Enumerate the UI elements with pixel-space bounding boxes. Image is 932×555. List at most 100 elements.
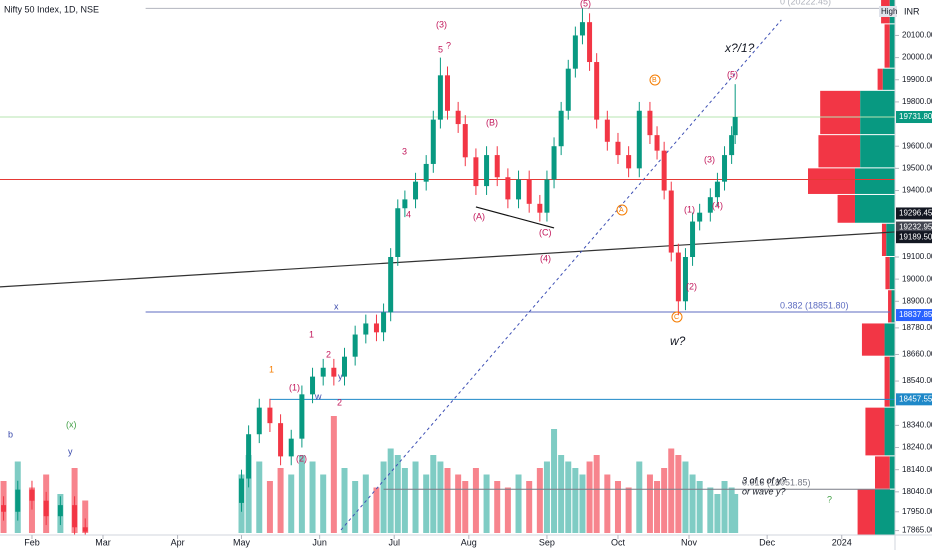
candle-body: [682, 256, 688, 302]
candle-body: [413, 181, 419, 200]
volume-bar: [423, 474, 430, 533]
volume-bar: [636, 461, 643, 533]
x-tick-label: Mar: [95, 537, 111, 547]
volume-bar: [728, 487, 735, 533]
wave-circle: [671, 311, 683, 323]
y-tick-label: 18040.00: [902, 487, 932, 496]
wave-label: 2: [326, 349, 331, 359]
profile-up: [854, 194, 895, 223]
wave-label: B: [652, 77, 657, 84]
volume-bar: [28, 487, 35, 533]
profile-up: [884, 407, 895, 456]
volume-bar: [515, 474, 522, 533]
candle-body: [473, 157, 479, 187]
wave-label: 3: [402, 146, 407, 156]
price-tag: [896, 111, 932, 124]
wave-label: ?: [827, 494, 832, 504]
x-tick-label: 2024: [832, 537, 852, 547]
volume-bar: [412, 461, 419, 533]
candle-body: [320, 367, 326, 377]
volume-bar: [572, 468, 579, 533]
price-tag: [896, 231, 932, 244]
wave-label: (B): [486, 117, 498, 127]
profile-down: [884, 356, 890, 407]
volume-bar: [646, 474, 653, 533]
profile-down: [818, 135, 861, 168]
profile-down: [837, 194, 855, 223]
candle-body: [722, 155, 728, 182]
price-tag-label: 18837.85: [899, 310, 932, 319]
profile-down: [877, 68, 883, 90]
price-tag: [896, 309, 932, 322]
profile-up: [889, 24, 895, 68]
y-tick-label: 19800.00: [902, 97, 932, 106]
currency-label: INR: [904, 6, 920, 16]
candle-body: [402, 199, 408, 209]
candle-body: [381, 312, 387, 333]
candle-body: [430, 119, 436, 164]
candle-body: [729, 135, 735, 156]
candle-body: [437, 75, 443, 120]
volume-bar: [675, 455, 682, 533]
wave-label: (A): [473, 211, 485, 221]
profile-down: [874, 456, 890, 489]
plot-area: 0 (20222.45) 0.382 (18851.80) 0.618 (18051…: [0, 0, 895, 535]
wave-label: (1): [289, 382, 300, 392]
volume-bar: [707, 487, 714, 533]
volume-bar: [266, 481, 273, 533]
y-tick-label: 18340.00: [902, 420, 932, 429]
chart-title: Nifty 50 Index, 1D, NSE: [4, 4, 99, 14]
volume-bar: [732, 494, 739, 533]
wave-label: 1: [269, 364, 274, 374]
candle-body: [455, 110, 461, 125]
wave-label: (5): [727, 69, 738, 79]
candle-body: [647, 110, 653, 136]
x-tick-label: May: [233, 537, 251, 547]
wave-label: y: [68, 446, 73, 456]
candle-body: [43, 500, 49, 517]
volume-bar: [462, 481, 469, 533]
x-tick-label: Jun: [312, 537, 327, 547]
volume-bar: [483, 474, 490, 533]
wave-label: or wave y?: [742, 486, 786, 496]
price-tag: [896, 207, 932, 220]
x-tick-label: Apr: [171, 537, 185, 547]
volume-bar: [362, 474, 369, 533]
volume-bar: [604, 474, 611, 533]
fib-label: 0.382 (18851.80): [780, 300, 849, 310]
candle-body: [310, 376, 316, 395]
volume-bar: [298, 455, 305, 533]
candle-body: [29, 489, 35, 501]
y-tick-label: 19000.00: [902, 274, 932, 283]
x-tick-label: Jul: [388, 537, 400, 547]
profile-down: [885, 256, 890, 290]
volume-bar: [341, 468, 348, 533]
volume-bar: [714, 494, 721, 533]
y-tick-label: 18140.00: [902, 465, 932, 474]
wave-label: C: [674, 314, 679, 321]
y-tick-label: 20000.00: [902, 53, 932, 62]
x-tick-label: Feb: [24, 537, 40, 547]
wave-label: ?: [446, 40, 451, 50]
candle-body: [299, 394, 305, 439]
y-tick-label: 18660.00: [902, 350, 932, 359]
candle-body: [462, 124, 468, 158]
volume-bar: [543, 461, 550, 533]
high-label: High: [881, 7, 897, 16]
candle-body: [604, 119, 610, 142]
trendline: [0, 231, 895, 288]
volume-bar: [614, 481, 621, 533]
x-tick-label: Sep: [539, 537, 555, 547]
profile-down: [888, 290, 892, 323]
candle-body: [395, 208, 401, 257]
wave-label: x: [334, 301, 339, 311]
candle-body: [342, 356, 348, 377]
y-tick-label: 17865.00: [902, 526, 932, 535]
candle-body: [690, 221, 696, 257]
candle-body: [72, 505, 78, 528]
wave-label: (5): [580, 0, 591, 8]
volume-bar: [320, 474, 327, 533]
volume-bar: [654, 481, 661, 533]
y-tick-label: 19100.00: [902, 252, 932, 261]
